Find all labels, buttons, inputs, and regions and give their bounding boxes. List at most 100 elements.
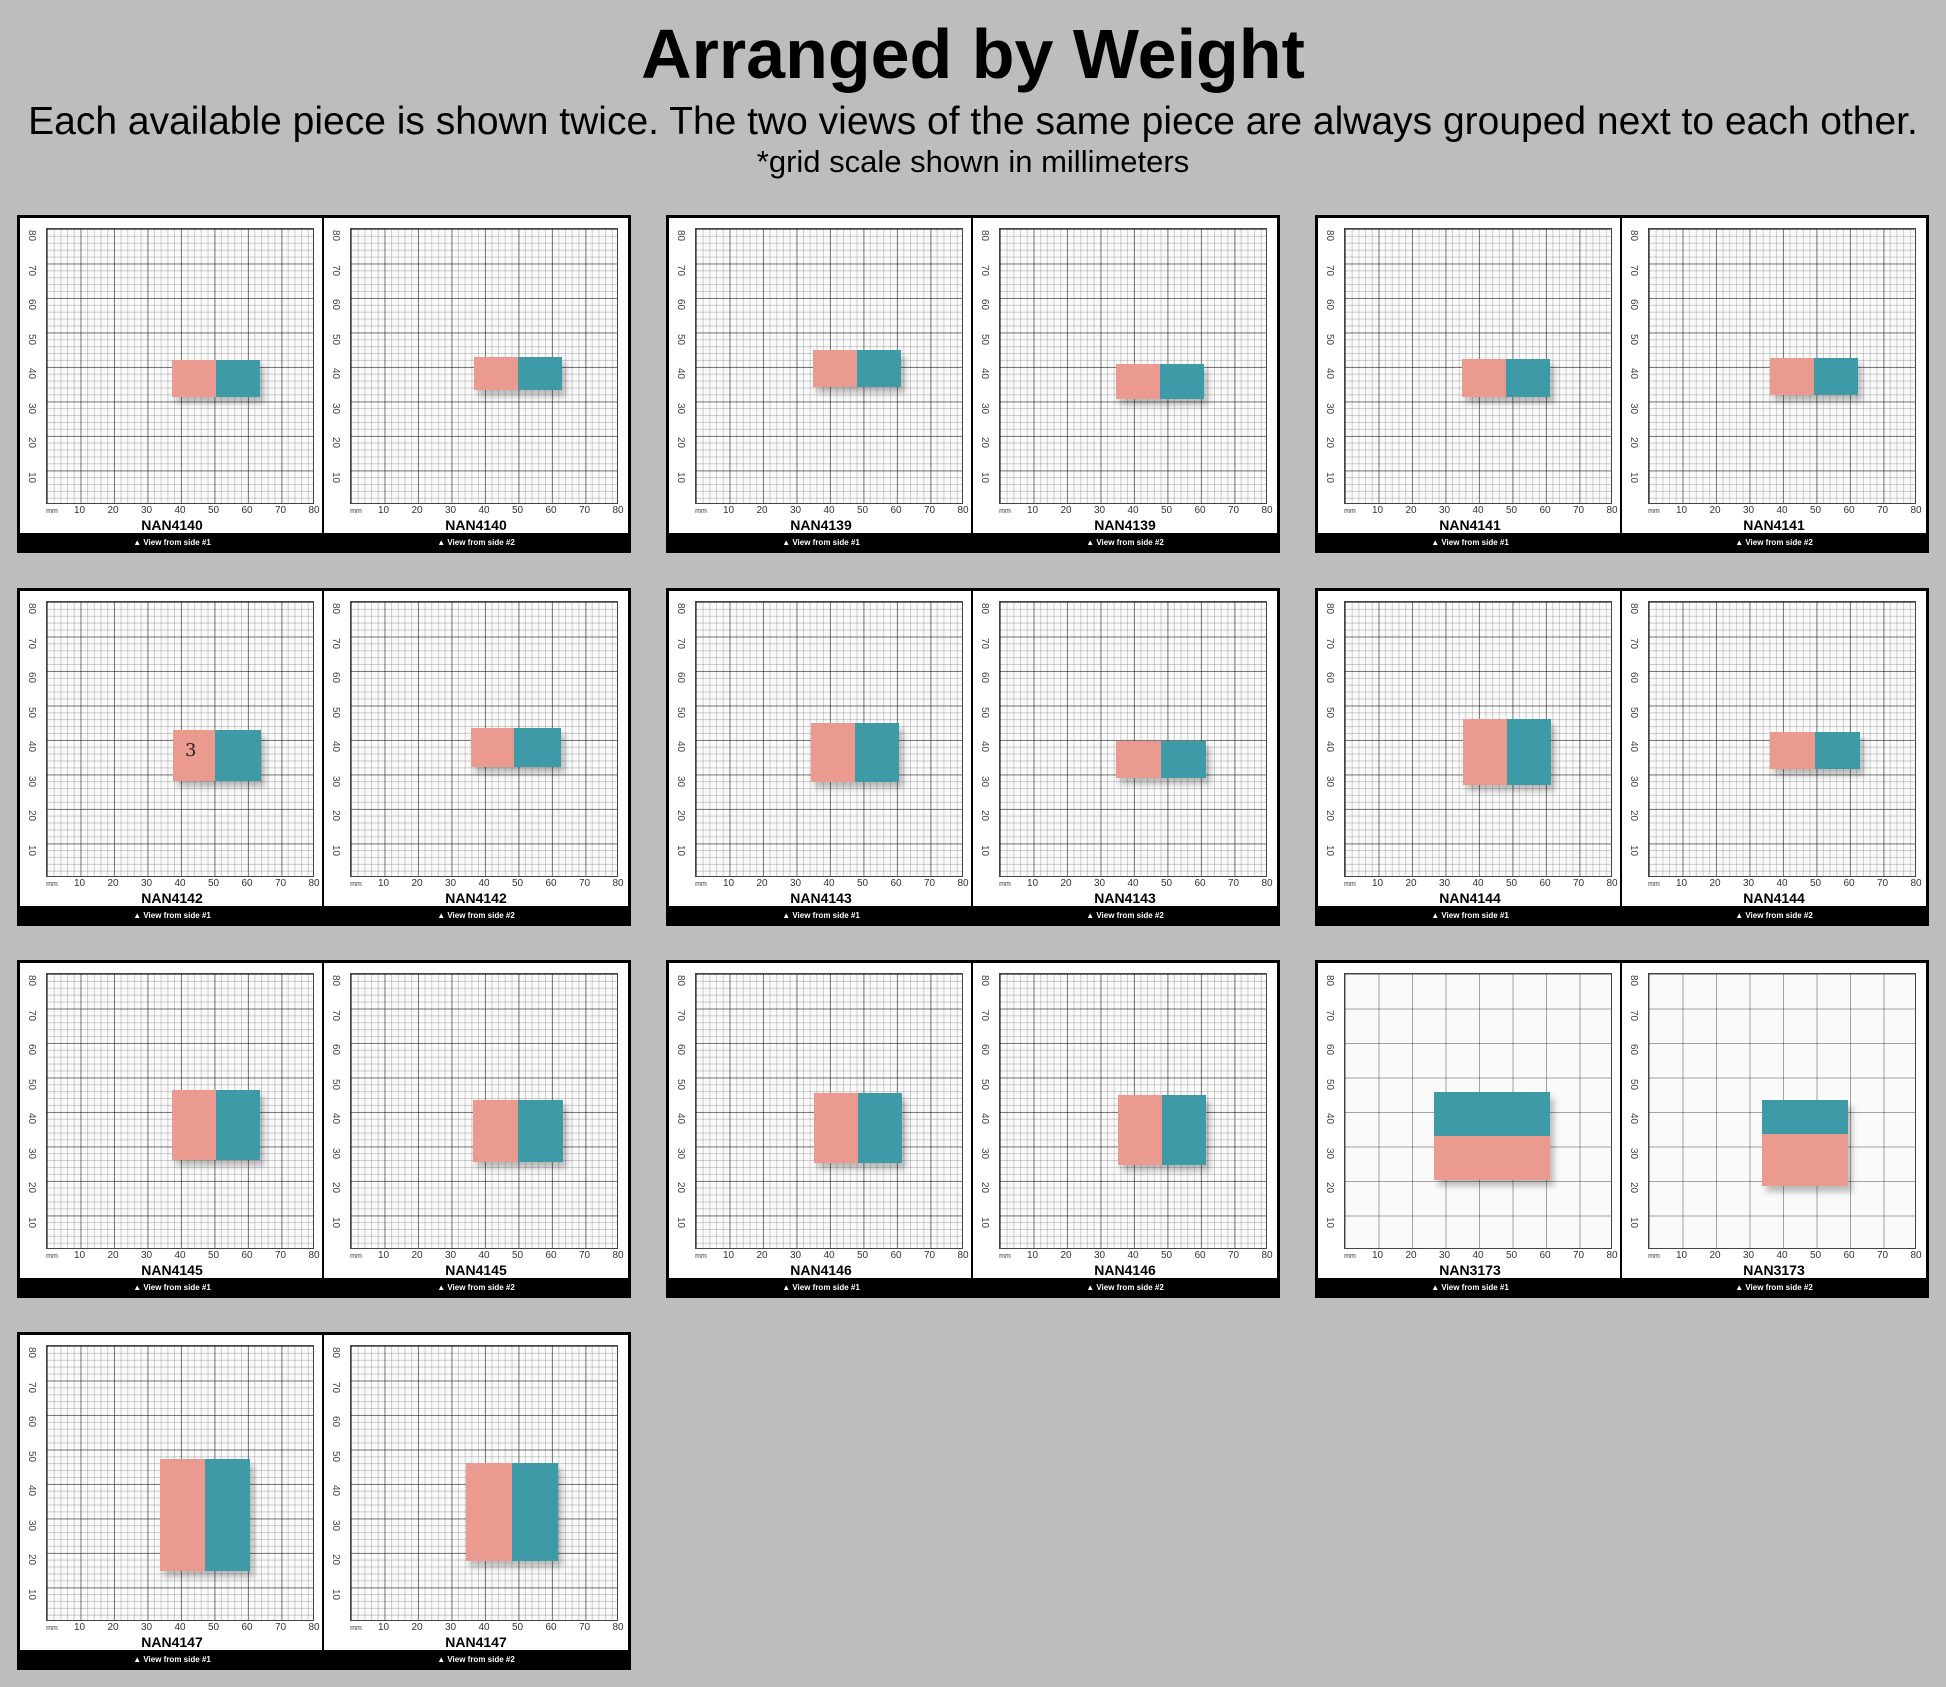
photo-panel-side-2[interactable]: 80 70 60 50 40 30 20 10 mm 10 20 30 40 50 60 70 80 NAN3… — [1622, 963, 1926, 1278]
specimen-piece — [1116, 364, 1204, 399]
x-tick-label: 50 — [1809, 878, 1822, 889]
y-tick-label: 50 — [1628, 1078, 1640, 1090]
y-tick-label: 60 — [1324, 1043, 1336, 1056]
y-tick-label: 40 — [979, 740, 991, 753]
photo-panel-side-2[interactable]: 80 70 60 50 40 30 20 10 mm 10 20 30 40 50 60 70 80 NAN4… — [324, 218, 628, 533]
x-tick-label: 60 — [1539, 505, 1551, 516]
side-1-caption: ▲ View from side #1 — [1431, 1283, 1509, 1292]
axis-unit-label: mm — [1344, 508, 1356, 515]
photo-panel-side-1[interactable]: 80 70 60 50 40 30 20 10 mm 10 20 30 40 50 60 70 80 NAN4… — [20, 218, 324, 533]
y-tick-label: 70 — [26, 1009, 38, 1021]
mm-grid — [46, 973, 314, 1249]
photo-panel-side-2[interactable]: 80 70 60 50 40 30 20 10 mm 10 20 30 40 50 60 70 80 NAN4… — [973, 218, 1277, 533]
y-axis: 80 70 60 50 40 30 20 10 — [1322, 973, 1342, 1249]
photo-panel-side-1[interactable]: 80 70 60 50 40 30 20 10 mm 10 20 30 40 50 60 70 80 NAN4… — [669, 963, 973, 1278]
piece-id-label: NAN4145 — [445, 1262, 507, 1278]
y-tick-label: 50 — [330, 1450, 342, 1462]
x-tick-label: 80 — [612, 505, 624, 516]
x-axis: mm 10 20 30 40 50 60 70 80 — [350, 1250, 623, 1264]
y-tick-label: 70 — [1628, 264, 1640, 276]
y-axis: 80 70 60 50 40 30 20 10 — [673, 601, 693, 877]
x-tick-label: 80 — [1606, 1250, 1618, 1261]
side-1-caption: ▲ View from side #1 — [782, 911, 860, 920]
photo-panel-side-1[interactable]: 80 70 60 50 40 30 20 10 mm 10 20 30 40 50 60 70 80 NAN4… — [669, 591, 973, 906]
photo-panel-side-1[interactable]: 80 70 60 50 40 30 20 10 mm 10 20 30 40 50 60 70 80 NAN3… — [1318, 963, 1622, 1278]
card-NAN4143: 80 70 60 50 40 30 20 10 mm 10 20 30 40 50 60 70 80 NAN4… — [666, 588, 1280, 926]
photo-panel-side-2[interactable]: 80 70 60 50 40 30 20 10 mm 10 20 30 40 50 60 70 80 NAN4… — [324, 1335, 628, 1650]
card-NAN4145: 80 70 60 50 40 30 20 10 mm 10 20 30 40 50 60 70 80 NAN4… — [17, 960, 631, 1298]
y-tick-label: 60 — [1628, 671, 1640, 684]
photo-panel-side-2[interactable]: 80 70 60 50 40 30 20 10 mm 10 20 30 40 50 60 70 80 NAN4… — [973, 591, 1277, 906]
x-tick-label: 20 — [411, 1622, 423, 1633]
y-axis: 80 70 60 50 40 30 20 10 — [1626, 228, 1646, 504]
x-tick-label: 80 — [308, 878, 320, 889]
x-tick-label: 20 — [1060, 505, 1072, 516]
photo-panel-side-1[interactable]: 80 70 60 50 40 30 20 10 mm 10 20 30 40 50 60 70 80 NAN4… — [1318, 591, 1622, 906]
y-tick-label: 40 — [330, 367, 342, 380]
x-axis: mm 10 20 30 40 50 60 70 80 — [1344, 878, 1617, 892]
y-tick-label: 80 — [1324, 602, 1336, 615]
x-tick-label: 60 — [241, 505, 253, 516]
x-tick-label: 50 — [856, 505, 869, 516]
photo-panel-side-1[interactable]: 80 70 60 50 40 30 20 10 mm 10 20 30 40 50 60 70 80 NAN4… — [20, 1335, 324, 1650]
x-tick-label: 60 — [241, 1622, 253, 1633]
mm-grid — [1648, 601, 1916, 877]
y-tick-label: 50 — [675, 333, 687, 345]
y-tick-label: 80 — [979, 974, 991, 987]
x-tick-label: 20 — [1709, 1250, 1721, 1261]
mm-grid: 3 — [46, 601, 314, 877]
y-tick-label: 20 — [979, 436, 991, 449]
x-tick-label: 40 — [1127, 878, 1139, 889]
x-tick-label: 30 — [789, 878, 802, 889]
x-tick-label: 40 — [478, 505, 490, 516]
side-1-caption: ▲ View from side #1 — [1431, 911, 1509, 920]
y-tick-label: 10 — [1628, 1216, 1640, 1228]
x-tick-label: 30 — [444, 1250, 457, 1261]
y-tick-label: 50 — [1324, 1078, 1336, 1090]
mm-grid — [350, 1345, 618, 1621]
photo-panel-side-2[interactable]: 80 70 60 50 40 30 20 10 mm 10 20 30 40 50 60 70 80 NAN4… — [324, 963, 628, 1278]
photo-panel-side-2[interactable]: 80 70 60 50 40 30 20 10 mm 10 20 30 40 50 60 70 80 NAN4… — [324, 591, 628, 906]
panel-divider — [1620, 963, 1622, 1278]
photo-panel-side-2[interactable]: 80 70 60 50 40 30 20 10 mm 10 20 30 40 50 60 70 80 NAN4… — [973, 963, 1277, 1278]
x-axis: mm 10 20 30 40 50 60 70 80 — [999, 505, 1272, 519]
x-axis: mm 10 20 30 40 50 60 70 80 — [46, 878, 319, 892]
side-2-caption: ▲ View from side #2 — [1735, 911, 1813, 920]
y-axis: 80 70 60 50 40 30 20 10 — [977, 601, 997, 877]
y-tick-label: 20 — [330, 436, 342, 449]
x-tick-label: 50 — [207, 1250, 220, 1261]
specimen-piece — [1116, 741, 1206, 778]
panel-divider — [971, 218, 973, 533]
x-tick-label: 70 — [1876, 505, 1889, 516]
axis-unit-label: mm — [350, 881, 362, 888]
side-2-caption: ▲ View from side #2 — [1735, 538, 1813, 547]
y-tick-label: 80 — [1628, 602, 1640, 615]
photo-panel-side-2[interactable]: 80 70 60 50 40 30 20 10 mm 10 20 30 40 50 60 70 80 NAN4… — [1622, 218, 1926, 533]
axis-unit-label: mm — [1344, 1253, 1356, 1260]
photo-panel-side-1[interactable]: 80 70 60 50 40 30 20 10 mm 10 20 30 40 50 60 70 80 NAN4… — [1318, 218, 1622, 533]
panel-divider — [971, 591, 973, 906]
axis-unit-label: mm — [46, 1625, 58, 1632]
x-tick-label: 10 — [73, 878, 86, 889]
x-tick-label: 60 — [545, 1250, 557, 1261]
x-tick-label: 40 — [823, 878, 835, 889]
x-tick-label: 80 — [612, 1250, 624, 1261]
x-tick-label: 40 — [1472, 505, 1484, 516]
x-tick-label: 30 — [444, 1622, 457, 1633]
photo-panel-side-1[interactable]: 80 70 60 50 40 30 20 10 mm 10 20 30 40 50 60 70 80 NAN4… — [20, 963, 324, 1278]
axis-unit-label: mm — [695, 508, 707, 515]
x-tick-label: 40 — [174, 878, 186, 889]
panel-divider — [1620, 218, 1622, 533]
x-tick-label: 50 — [511, 505, 524, 516]
y-tick-label: 80 — [1324, 229, 1336, 242]
x-tick-label: 70 — [1876, 1250, 1889, 1261]
photo-panel-side-2[interactable]: 80 70 60 50 40 30 20 10 mm 10 20 30 40 50 60 70 80 NAN4… — [1622, 591, 1926, 906]
y-axis: 80 70 60 50 40 30 20 10 — [673, 228, 693, 504]
photo-panel-side-1[interactable]: 80 70 60 50 40 30 20 10 mm 10 20 30 40 50 60 70 80 NAN4… — [669, 218, 973, 533]
photo-panel-side-1[interactable]: 80 70 60 50 40 30 20 10 3 mm 10 20 30 40 50 60 70 80 NA… — [20, 591, 324, 906]
x-tick-label: 60 — [545, 1622, 557, 1633]
y-axis: 80 70 60 50 40 30 20 10 — [1322, 601, 1342, 877]
x-tick-label: 70 — [923, 505, 936, 516]
axis-unit-label: mm — [1344, 881, 1356, 888]
x-tick-label: 60 — [1539, 1250, 1551, 1261]
